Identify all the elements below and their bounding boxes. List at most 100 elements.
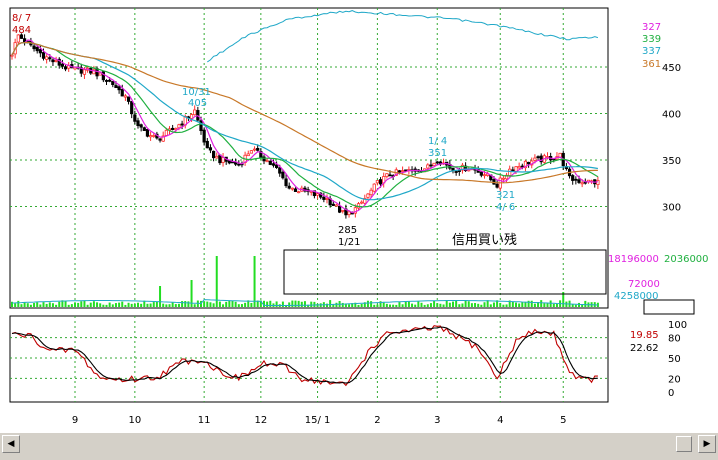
volume-bars bbox=[11, 256, 599, 307]
candle-body bbox=[274, 164, 279, 168]
scroll-left-icon[interactable]: ◀ bbox=[2, 435, 20, 453]
candle-body bbox=[57, 58, 61, 66]
volume-bar bbox=[218, 301, 221, 307]
price-legend-label: 337 bbox=[642, 46, 661, 57]
candle-body bbox=[60, 63, 65, 67]
volume-bar bbox=[461, 303, 464, 307]
volume-bar bbox=[250, 302, 253, 307]
volume-bar bbox=[316, 303, 319, 307]
volume-bar bbox=[511, 301, 514, 307]
volume-bar bbox=[190, 280, 193, 307]
volume-bar bbox=[433, 300, 436, 307]
volume-bar bbox=[313, 301, 316, 307]
horizontal-scrollbar[interactable]: ◀ ▶ bbox=[0, 432, 718, 453]
volume-bar bbox=[288, 302, 291, 307]
scroll-thumb[interactable] bbox=[676, 436, 692, 452]
candle-body bbox=[48, 57, 52, 60]
volume-bar bbox=[291, 300, 294, 307]
volume-bar bbox=[354, 302, 357, 307]
volume-bar bbox=[222, 304, 225, 307]
volume-bar bbox=[329, 300, 332, 307]
volume-bar bbox=[366, 300, 369, 307]
candle-body bbox=[293, 188, 298, 192]
volume-bar bbox=[89, 302, 92, 307]
scroll-right-icon[interactable]: ▶ bbox=[698, 435, 716, 453]
candle-body bbox=[378, 179, 383, 185]
candle-body bbox=[281, 171, 285, 179]
candle-body bbox=[193, 109, 197, 116]
volume-bar bbox=[300, 301, 303, 307]
volume-bar bbox=[527, 300, 530, 307]
volume-bar bbox=[332, 304, 335, 307]
volume-bar bbox=[137, 302, 139, 307]
volume-bar bbox=[45, 303, 48, 307]
candle-body bbox=[82, 69, 87, 75]
volume-bar bbox=[297, 300, 300, 307]
volume-bar bbox=[83, 300, 86, 307]
candle-body bbox=[108, 79, 112, 82]
candle-body bbox=[164, 129, 168, 136]
volume-legend-label: 4258000 bbox=[614, 291, 659, 302]
x-tick-label: 12 bbox=[254, 415, 267, 426]
osc-tick-label: 100 bbox=[668, 320, 687, 331]
volume-bar bbox=[389, 304, 391, 307]
volume-bar bbox=[174, 304, 177, 307]
volume-bar bbox=[36, 302, 39, 307]
osc-tick-label: 50 bbox=[668, 354, 681, 365]
volume-bar bbox=[533, 303, 536, 307]
volume-bar bbox=[29, 304, 32, 307]
candle-body bbox=[111, 81, 115, 86]
volume-bar bbox=[303, 301, 306, 307]
candle-body bbox=[246, 153, 250, 157]
volume-bar bbox=[155, 302, 158, 307]
volume-bar bbox=[143, 300, 146, 307]
volume-bar bbox=[20, 304, 23, 307]
volume-bar bbox=[574, 304, 577, 307]
candle-body bbox=[334, 204, 339, 207]
volume-bar bbox=[429, 303, 432, 307]
osc-tick-label: 0 bbox=[668, 388, 674, 399]
candle-body bbox=[161, 135, 165, 142]
candle-body bbox=[98, 72, 102, 76]
stock-chart: 9 10 11 12 15/ 1 2 3 4 5 450 400 350 300 100 80 50 20 0 32… bbox=[0, 0, 718, 432]
candle-body bbox=[54, 59, 58, 62]
volume-bar bbox=[61, 300, 64, 307]
volume-bar bbox=[385, 303, 388, 307]
candle-body bbox=[341, 209, 345, 212]
volume-bar bbox=[80, 301, 83, 307]
volume-bar bbox=[111, 304, 114, 307]
volume-bar bbox=[58, 301, 61, 307]
candle-body bbox=[51, 59, 55, 63]
candle-body bbox=[139, 124, 143, 128]
volume-bar bbox=[508, 300, 511, 307]
y-tick-label: 350 bbox=[662, 156, 681, 167]
volume-bar bbox=[395, 304, 398, 307]
candle-body bbox=[435, 161, 439, 164]
volume-bar bbox=[537, 302, 540, 307]
volume-bar bbox=[492, 302, 495, 307]
price-annotation: 285 bbox=[338, 225, 357, 236]
candle-body bbox=[290, 187, 294, 190]
volume-bar bbox=[543, 303, 546, 307]
volume-bar bbox=[310, 301, 313, 307]
volume-bar bbox=[581, 304, 584, 307]
candle-body bbox=[580, 182, 584, 185]
volume-bar bbox=[114, 303, 117, 307]
volume-bar bbox=[470, 303, 473, 307]
volume-bar bbox=[108, 302, 111, 307]
candle-body bbox=[35, 47, 39, 52]
margin-balance-line bbox=[207, 10, 599, 63]
candle-body bbox=[337, 205, 342, 213]
moving-averages bbox=[11, 39, 599, 214]
volume-bar bbox=[240, 304, 243, 307]
volume-bar bbox=[477, 303, 480, 307]
volume-bar bbox=[294, 300, 297, 307]
candle-body bbox=[284, 178, 288, 187]
volume-bar bbox=[102, 304, 105, 307]
candle-body bbox=[215, 155, 219, 159]
volume-bar bbox=[26, 303, 29, 307]
candle-body bbox=[218, 154, 222, 164]
volume-bar bbox=[578, 302, 580, 307]
candle-body bbox=[375, 180, 380, 184]
volume-bar bbox=[51, 303, 54, 307]
